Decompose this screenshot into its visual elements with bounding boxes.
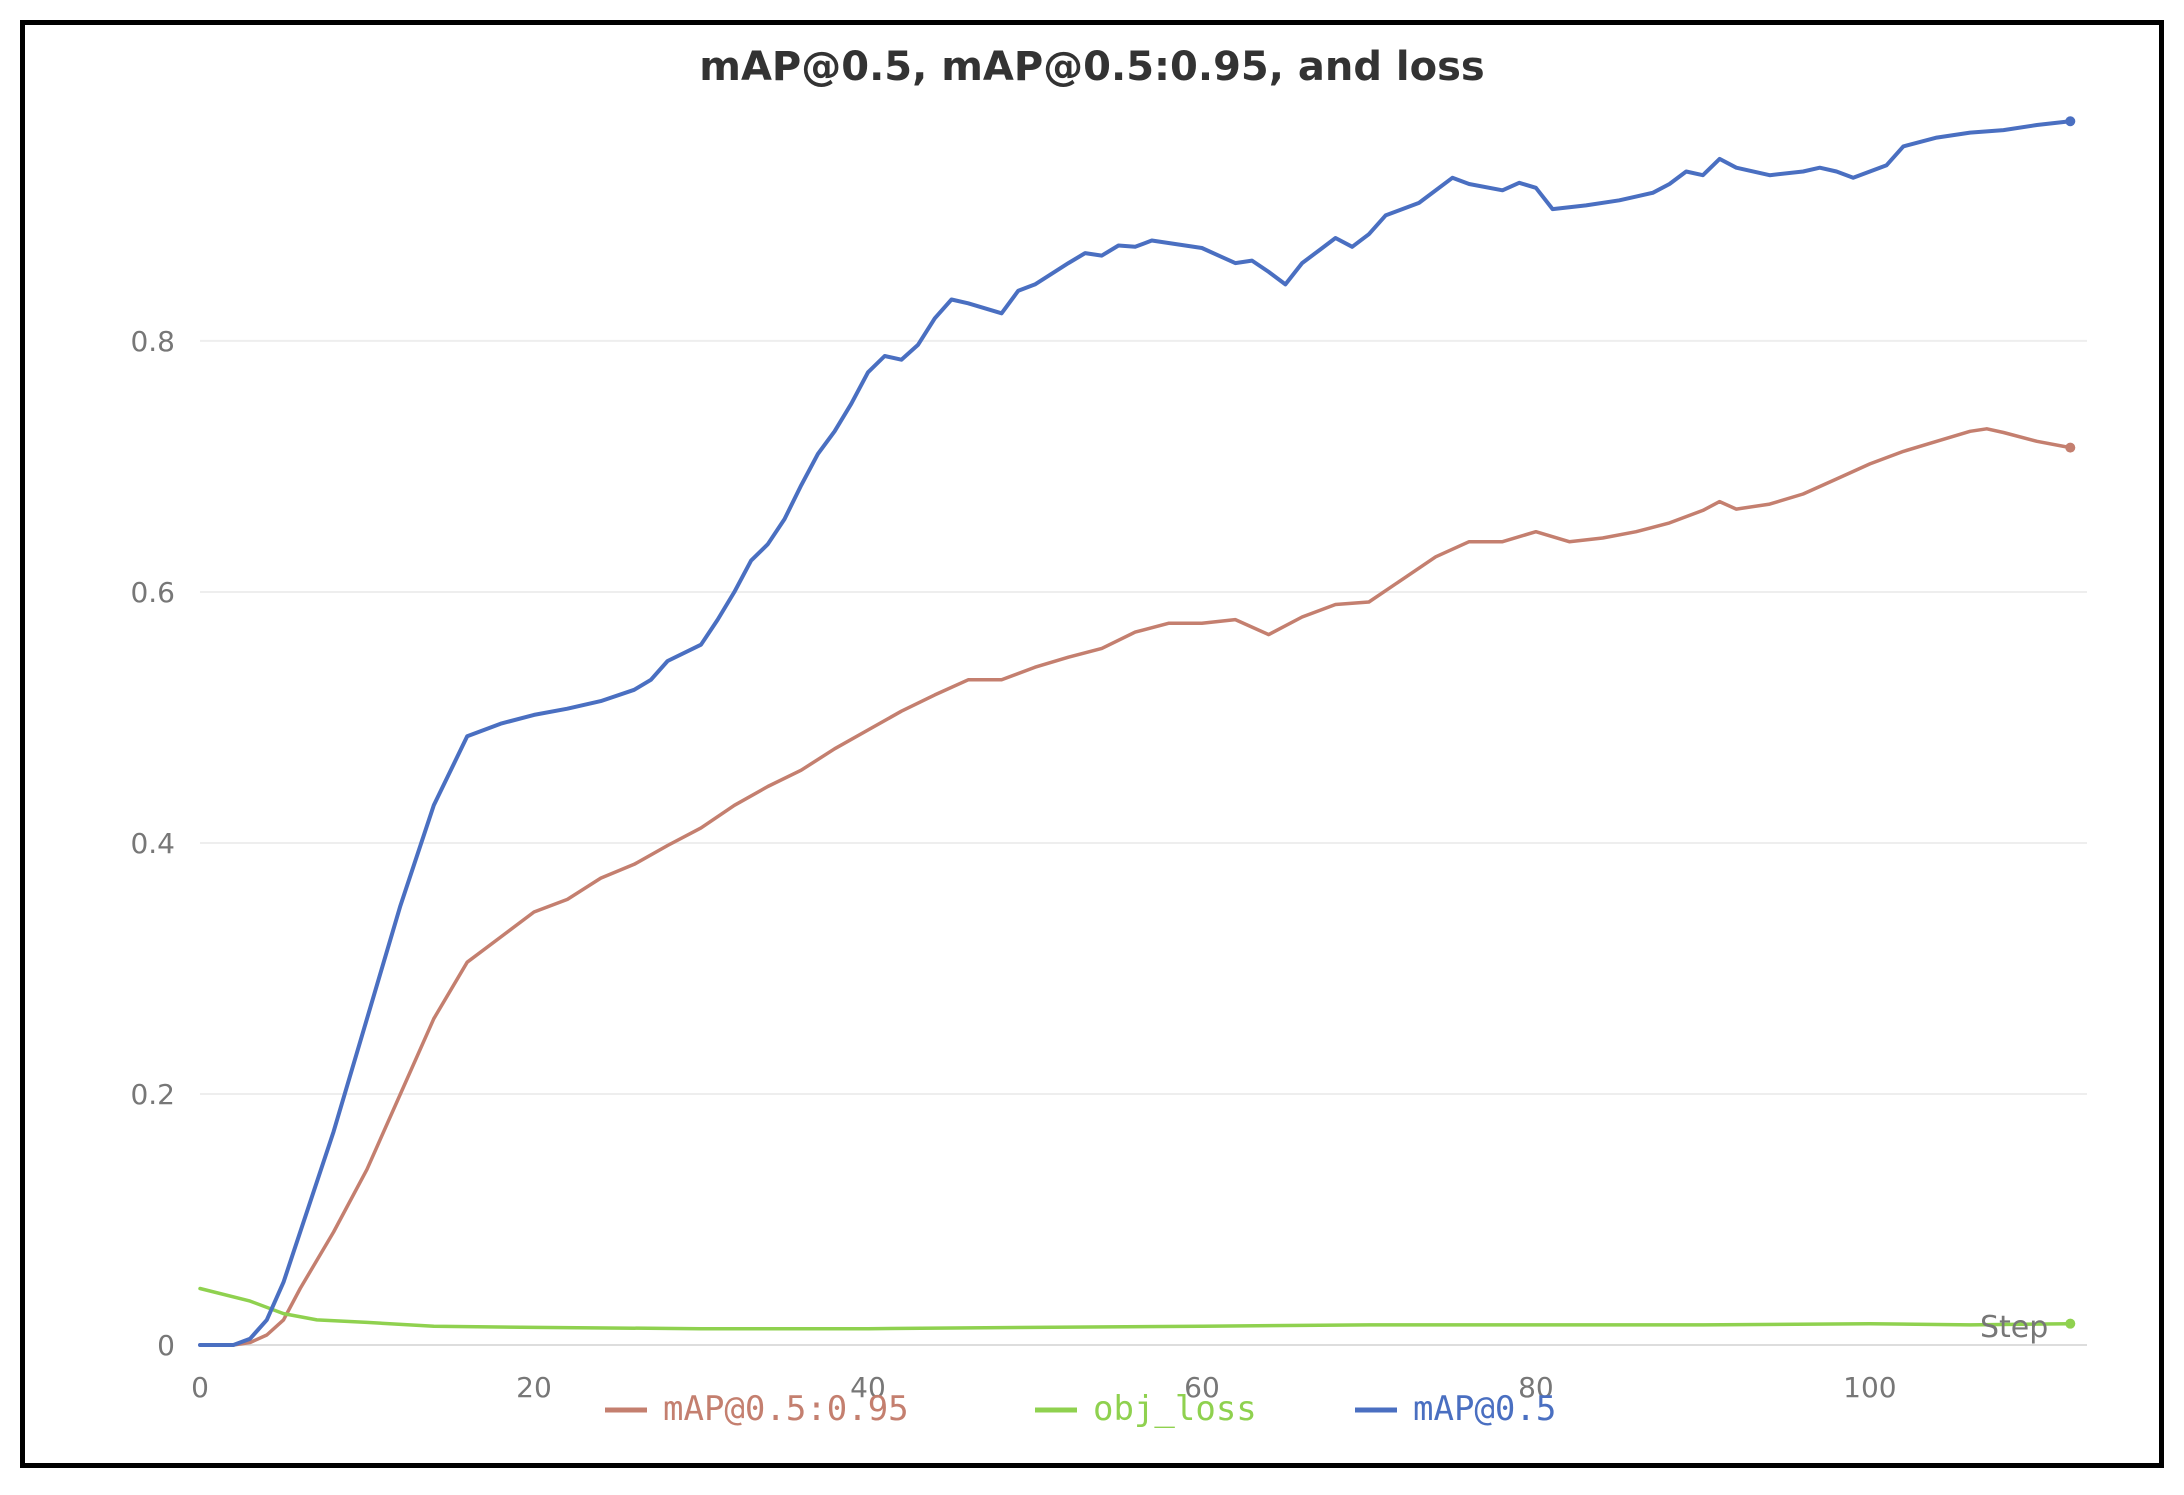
grid: [200, 339, 2087, 1095]
x-axis-label: Step: [1980, 1310, 2048, 1345]
y-tick-label: 0.6: [130, 576, 175, 609]
y-tick-label: 0: [157, 1329, 175, 1362]
legend-label: obj_loss: [1093, 1389, 1257, 1429]
legend-label: mAP@0.5: [1413, 1389, 1556, 1429]
series-end-marker: [2065, 442, 2076, 453]
series-lines: [198, 116, 2076, 1347]
series-line-obj-loss: [198, 1286, 2073, 1331]
legend: mAP@0.5:0.95 obj_loss mAP@0.5: [605, 1389, 1556, 1429]
x-tick-label: 20: [516, 1371, 552, 1404]
legend-label: mAP@0.5:0.95: [663, 1389, 909, 1429]
series-end-marker: [2065, 1318, 2076, 1329]
line-chart: mAP@0.5, mAP@0.5:0.95, and loss 00.20.40…: [130, 44, 2087, 1429]
chart-title: mAP@0.5, mAP@0.5:0.95, and loss: [699, 44, 1484, 90]
y-tick-label: 0.2: [130, 1078, 175, 1111]
x-tick-label: 100: [1843, 1371, 1896, 1404]
x-tick-label: 60: [1184, 1371, 1220, 1404]
x-tick-label: 80: [1518, 1371, 1554, 1404]
chart-frame: mAP@0.5, mAP@0.5:0.95, and loss 0 0.2 0.4 0…: [20, 20, 2164, 1468]
series-line-map-0-5: [198, 119, 2073, 1347]
x-tick-label: 0: [191, 1371, 209, 1404]
x-tick-label: 40: [850, 1371, 886, 1404]
axes: 0 0.2 0.4 0.6 0.8 0 20 40 60 80 100: [130, 325, 2087, 1404]
series-line-map-0-5-0-95: [198, 427, 2073, 1347]
series-end-marker: [2065, 116, 2076, 127]
y-tick-label: 0.8: [130, 325, 175, 358]
y-tick-label: 0.4: [130, 827, 175, 860]
